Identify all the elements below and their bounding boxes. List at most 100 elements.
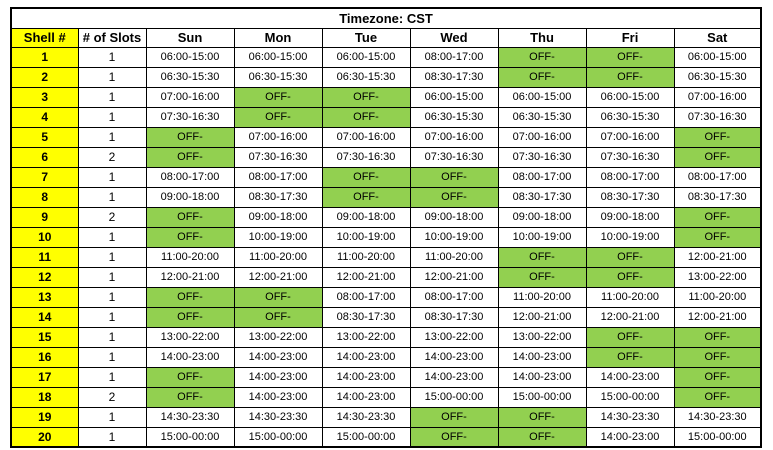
table-title: Timezone: CST xyxy=(10,7,762,29)
off-cell: OFF- xyxy=(585,346,675,368)
off-cell: OFF- xyxy=(145,306,235,328)
shell-number-cell: 2 xyxy=(10,66,79,88)
off-cell: OFF- xyxy=(321,166,411,188)
shift-time-cell: 10:00-19:00 xyxy=(497,226,587,248)
shift-time-cell: 14:00-23:00 xyxy=(321,366,411,388)
shell-number-cell: 17 xyxy=(10,366,79,388)
off-cell: OFF- xyxy=(497,266,587,288)
shift-time-cell: 14:00-23:00 xyxy=(585,426,675,448)
shift-time-cell: 11:00-20:00 xyxy=(585,286,675,308)
off-cell: OFF- xyxy=(673,226,762,248)
shift-time-cell: 14:00-23:00 xyxy=(233,386,323,408)
shift-time-cell: 13:00-22:00 xyxy=(233,326,323,348)
shift-time-cell: 06:00-15:00 xyxy=(409,86,499,108)
shift-time-cell: 09:00-18:00 xyxy=(497,206,587,228)
shell-number-cell: 16 xyxy=(10,346,79,368)
shift-time-cell: 10:00-19:00 xyxy=(233,226,323,248)
shift-time-cell: 07:30-16:30 xyxy=(321,146,411,168)
shift-time-cell: 07:00-16:00 xyxy=(497,126,587,148)
shift-time-cell: 11:00-20:00 xyxy=(145,246,235,268)
table-row: 17 1 OFF- 14:00-23:00 14:00-23:00 14:00-23:00… xyxy=(10,366,762,388)
table-row: 14 1 OFF- OFF- 08:30-17:30 08:30-17:30 12:00-2… xyxy=(10,306,762,328)
shift-time-cell: 07:00-16:00 xyxy=(409,126,499,148)
shift-time-cell: 06:00-15:00 xyxy=(321,46,411,68)
off-cell: OFF- xyxy=(233,86,323,108)
shift-time-cell: 07:00-16:00 xyxy=(673,86,762,108)
shift-time-cell: 06:30-15:30 xyxy=(409,106,499,128)
shift-time-cell: 13:00-22:00 xyxy=(321,326,411,348)
shift-time-cell: 08:30-17:30 xyxy=(233,186,323,208)
off-cell: OFF- xyxy=(409,166,499,188)
shell-number-cell: 19 xyxy=(10,406,79,428)
shift-time-cell: 14:00-23:00 xyxy=(497,366,587,388)
table-row: 11 1 11:00-20:00 11:00-20:00 11:00-20:00 11:0… xyxy=(10,246,762,268)
table-row: 1 1 06:00-15:00 06:00-15:00 06:00-15:00 08:00… xyxy=(10,46,762,68)
shell-number-cell: 20 xyxy=(10,426,79,448)
shell-number-cell: 11 xyxy=(10,246,79,268)
shell-number-cell: 4 xyxy=(10,106,79,128)
table-row: 8 1 09:00-18:00 08:30-17:30 OFF- OFF- 08:30-17… xyxy=(10,186,762,208)
shift-time-cell: 06:30-15:30 xyxy=(497,106,587,128)
off-cell: OFF- xyxy=(497,46,587,68)
shift-time-cell: 08:00-17:00 xyxy=(233,166,323,188)
shift-time-cell: 15:00-00:00 xyxy=(673,426,762,448)
column-header-slots: # of Slots xyxy=(77,27,147,48)
off-cell: OFF- xyxy=(145,366,235,388)
shift-time-cell: 06:30-15:30 xyxy=(585,106,675,128)
shift-time-cell: 14:00-23:00 xyxy=(409,346,499,368)
shift-time-cell: 07:30-16:30 xyxy=(233,146,323,168)
shift-time-cell: 10:00-19:00 xyxy=(409,226,499,248)
table-row: 15 1 13:00-22:00 13:00-22:00 13:00-22:00 13:0… xyxy=(10,326,762,348)
off-cell: OFF- xyxy=(673,146,762,168)
slots-cell: 1 xyxy=(77,126,147,148)
shift-time-cell: 14:30-23:30 xyxy=(585,406,675,428)
shift-time-cell: 14:00-23:00 xyxy=(585,366,675,388)
off-cell: OFF- xyxy=(585,66,675,88)
schedule-table-body: 1 1 06:00-15:00 06:00-15:00 06:00-15:00 08:00… xyxy=(10,46,762,448)
shift-time-cell: 12:00-21:00 xyxy=(585,306,675,328)
shift-time-cell: 10:00-19:00 xyxy=(585,226,675,248)
shift-time-cell: 14:30-23:30 xyxy=(321,406,411,428)
shift-time-cell: 06:00-15:00 xyxy=(145,46,235,68)
shell-number-cell: 1 xyxy=(10,46,79,68)
slots-cell: 1 xyxy=(77,246,147,268)
column-header-shell: Shell # xyxy=(10,27,79,48)
off-cell: OFF- xyxy=(233,106,323,128)
shift-time-cell: 08:00-17:00 xyxy=(409,46,499,68)
shift-time-cell: 06:30-15:30 xyxy=(145,66,235,88)
shift-time-cell: 09:00-18:00 xyxy=(409,206,499,228)
shift-time-cell: 11:00-20:00 xyxy=(409,246,499,268)
table-row: 3 1 07:00-16:00 OFF- OFF- 06:00-15:00 06:00-15… xyxy=(10,86,762,108)
shell-number-cell: 12 xyxy=(10,266,79,288)
shift-time-cell: 08:00-17:00 xyxy=(585,166,675,188)
shift-time-cell: 11:00-20:00 xyxy=(497,286,587,308)
slots-cell: 1 xyxy=(77,326,147,348)
shift-time-cell: 06:30-15:30 xyxy=(233,66,323,88)
shift-time-cell: 08:30-17:30 xyxy=(585,186,675,208)
slots-cell: 1 xyxy=(77,226,147,248)
slots-cell: 2 xyxy=(77,386,147,408)
off-cell: OFF- xyxy=(673,346,762,368)
column-header-tue: Tue xyxy=(321,27,411,48)
shift-time-cell: 15:00-00:00 xyxy=(497,386,587,408)
off-cell: OFF- xyxy=(585,326,675,348)
shift-time-cell: 07:30-16:30 xyxy=(497,146,587,168)
slots-cell: 1 xyxy=(77,306,147,328)
shift-time-cell: 07:30-16:30 xyxy=(585,146,675,168)
shift-time-cell: 06:30-15:30 xyxy=(673,66,762,88)
off-cell: OFF- xyxy=(321,106,411,128)
shift-time-cell: 14:30-23:30 xyxy=(673,406,762,428)
off-cell: OFF- xyxy=(673,366,762,388)
shift-time-cell: 12:00-21:00 xyxy=(145,266,235,288)
shift-time-cell: 12:00-21:00 xyxy=(233,266,323,288)
shift-time-cell: 06:00-15:00 xyxy=(673,46,762,68)
shift-time-cell: 14:00-23:00 xyxy=(145,346,235,368)
shift-time-cell: 14:30-23:30 xyxy=(145,406,235,428)
shift-time-cell: 14:30-23:30 xyxy=(233,406,323,428)
table-header-row: Shell # # of Slots Sun Mon Tue Wed Thu F… xyxy=(10,27,762,48)
slots-cell: 1 xyxy=(77,166,147,188)
slots-cell: 1 xyxy=(77,366,147,388)
shift-time-cell: 12:00-21:00 xyxy=(497,306,587,328)
off-cell: OFF- xyxy=(497,66,587,88)
off-cell: OFF- xyxy=(145,286,235,308)
